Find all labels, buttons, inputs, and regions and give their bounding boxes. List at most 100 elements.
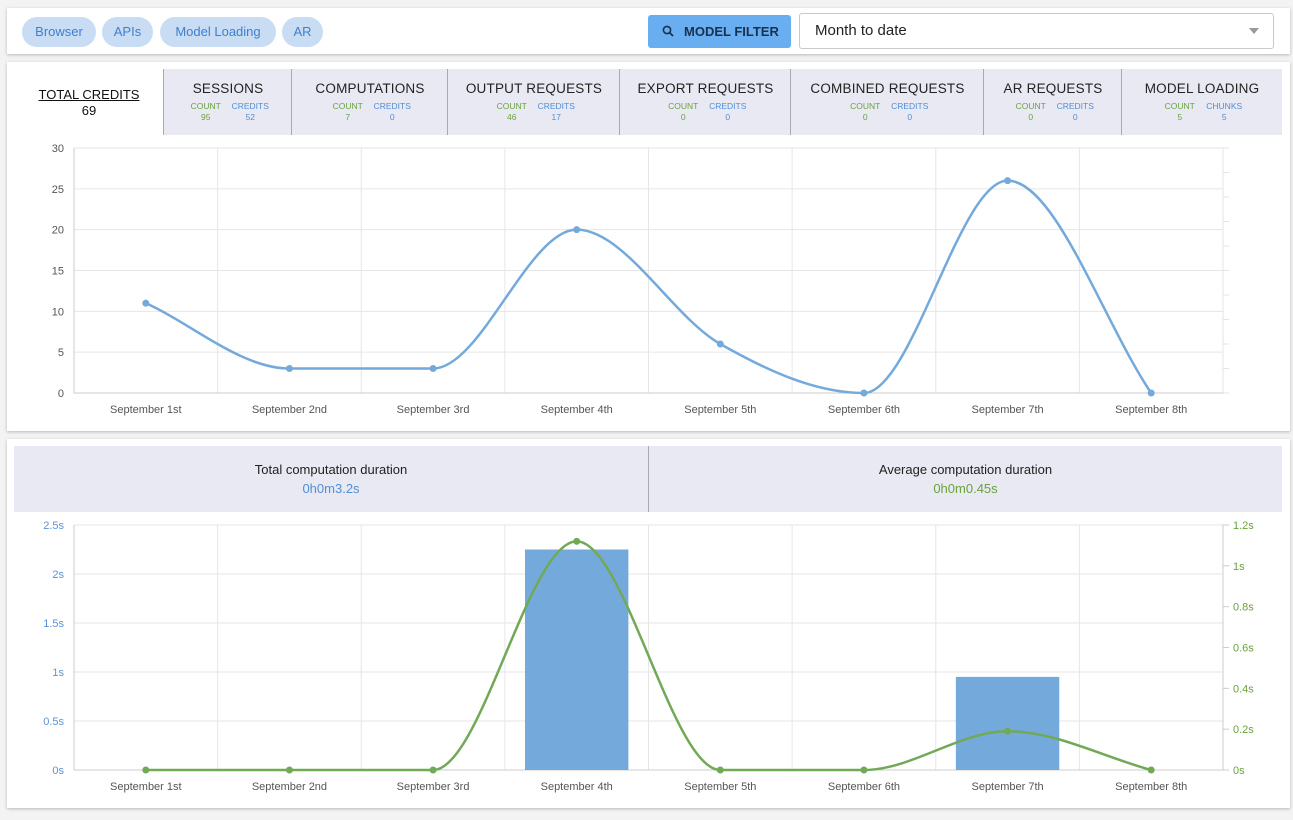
tab-title: OUTPUT REQUESTS (465, 81, 603, 96)
x-tick-label: September 4th (541, 404, 613, 416)
credits-line-chart: 0 5 10 15 20 25 30 September 1st September 2nd Se… (52, 143, 1229, 416)
tab-sessions[interactable]: SESSIONS COUNT 95 CREDITS 52 (163, 69, 292, 135)
credits-data-point (142, 299, 150, 307)
chip-browser[interactable]: Browser (22, 17, 96, 47)
credits-label: CREDITS (373, 101, 411, 111)
total-duration-card: Total computation duration 0h0m3.2s (14, 446, 648, 512)
duration-combo-chart: 0s 0.5s 1s 1.5s 2s 2.5s 0s 0.2s 0.4s 0.6s 0.8s 1s 1.… (43, 520, 1254, 793)
average-duration-value: 0h0m0.45s (933, 481, 998, 496)
count-value: 0 (862, 112, 868, 122)
credits-data-point (285, 365, 293, 372)
average-data-point (429, 766, 437, 774)
x-tick-label: September 7th (971, 781, 1043, 793)
x-tick-label: September 3rd (397, 781, 470, 793)
count-label: COUNT (668, 101, 699, 111)
count-label: COUNT (850, 101, 881, 111)
x-tick-label: September 3rd (397, 404, 470, 416)
credits-value: 0 (389, 112, 395, 122)
tab-total-credits[interactable]: TOTAL CREDITS 69 (14, 69, 164, 135)
tab-combined-requests[interactable]: COMBINED REQUESTS COUNT 0 CREDITS 0 (790, 69, 984, 135)
tab-title: COMBINED REQUESTS (810, 81, 965, 96)
chunks-value: 5 (1221, 112, 1227, 122)
credits-data-point (1147, 389, 1155, 397)
left-y-tick-label: 2s (52, 569, 64, 581)
count-value: 0 (680, 112, 686, 122)
x-tick-label: September 1st (110, 404, 182, 416)
date-range-select[interactable]: Month to date (799, 13, 1274, 49)
tab-title: EXPORT REQUESTS (637, 81, 774, 96)
right-y-tick-label: 1s (1233, 561, 1245, 573)
x-tick-label: September 8th (1115, 781, 1187, 793)
average-series-line (145, 540, 1152, 772)
x-tick-label: September 5th (684, 404, 756, 416)
count-value: 46 (507, 112, 517, 122)
credits-value: 52 (245, 112, 255, 122)
credits-value: 17 (551, 112, 561, 122)
y-tick-label: 20 (52, 225, 64, 237)
date-range-value: Month to date (815, 22, 907, 39)
average-data-point (860, 766, 868, 774)
left-y-tick-label: 0.5s (43, 716, 64, 728)
right-y-tick-label: 1.2s (1233, 520, 1254, 532)
count-label: COUNT (1164, 101, 1195, 111)
count-value: 5 (1177, 112, 1183, 122)
total-credits-label: TOTAL CREDITS (38, 87, 140, 102)
credits-data-point (429, 365, 437, 372)
average-data-point (716, 766, 724, 774)
right-y-tick-label: 0.6s (1233, 643, 1254, 655)
count-label: COUNT (496, 101, 527, 111)
credits-label: CREDITS (1056, 101, 1094, 111)
chip-ar[interactable]: AR (282, 17, 323, 47)
duration-panel: Total computation duration 0h0m3.2s Aver… (7, 439, 1290, 808)
left-y-tick-label: 1s (52, 667, 64, 679)
x-tick-label: September 4th (541, 781, 613, 793)
total-duration-value: 0h0m3.2s (302, 481, 360, 496)
average-data-point (142, 766, 150, 774)
average-data-point (1004, 727, 1012, 735)
count-label: COUNT (332, 101, 363, 111)
right-y-tick-label: 0.2s (1233, 724, 1254, 736)
credits-label: CREDITS (537, 101, 575, 111)
x-tick-label: September 7th (971, 404, 1043, 416)
chip-model-loading[interactable]: Model Loading (160, 17, 276, 47)
right-y-tick-label: 0s (1233, 765, 1245, 777)
credits-data-point (573, 226, 581, 234)
credits-value: 0 (907, 112, 913, 122)
chip-apis[interactable]: APIs (102, 17, 153, 47)
credits-value: 0 (1072, 112, 1078, 122)
y-tick-label: 0 (58, 388, 64, 400)
tab-ar-requests[interactable]: AR REQUESTS COUNT 0 CREDITS 0 (983, 69, 1122, 135)
tab-title: COMPUTATIONS (315, 81, 425, 96)
credits-data-point (716, 340, 724, 348)
tab-computations[interactable]: COMPUTATIONS COUNT 7 CREDITS 0 (291, 69, 448, 135)
credits-data-point (860, 389, 868, 397)
credits-value: 0 (725, 112, 731, 122)
count-value: 7 (345, 112, 351, 122)
search-icon (662, 15, 674, 48)
tab-model-loading[interactable]: MODEL LOADING COUNT 5 CHUNKS 5 (1121, 69, 1282, 135)
chevron-down-icon (1249, 28, 1259, 34)
credits-data-point (1004, 177, 1012, 185)
tab-title: AR REQUESTS (1003, 81, 1103, 96)
left-y-tick-label: 0s (52, 765, 64, 777)
duration-bar (955, 676, 1060, 770)
tab-output-requests[interactable]: OUTPUT REQUESTS COUNT 46 CREDITS 17 (447, 69, 620, 135)
y-tick-label: 15 (52, 266, 64, 278)
x-tick-label: September 6th (828, 404, 900, 416)
tab-export-requests[interactable]: EXPORT REQUESTS COUNT 0 CREDITS 0 (619, 69, 791, 135)
x-tick-label: September 5th (684, 781, 756, 793)
x-tick-label: September 2nd (252, 781, 327, 793)
right-y-tick-label: 0.8s (1233, 602, 1254, 614)
x-tick-label: September 8th (1115, 404, 1187, 416)
count-value: 95 (201, 112, 211, 122)
y-tick-label: 5 (58, 347, 64, 359)
y-tick-label: 10 (52, 306, 64, 318)
tab-title: MODEL LOADING (1144, 81, 1260, 96)
average-duration-label: Average computation duration (878, 462, 1053, 477)
model-filter-button[interactable]: MODEL FILTER (648, 15, 791, 48)
y-tick-label: 30 (52, 143, 64, 155)
y-tick-label: 25 (52, 184, 64, 196)
credits-label: CREDITS (891, 101, 929, 111)
filter-toolbar: Browser APIs Model Loading AR MODEL FILT… (7, 8, 1290, 54)
count-label: COUNT (1015, 101, 1046, 111)
